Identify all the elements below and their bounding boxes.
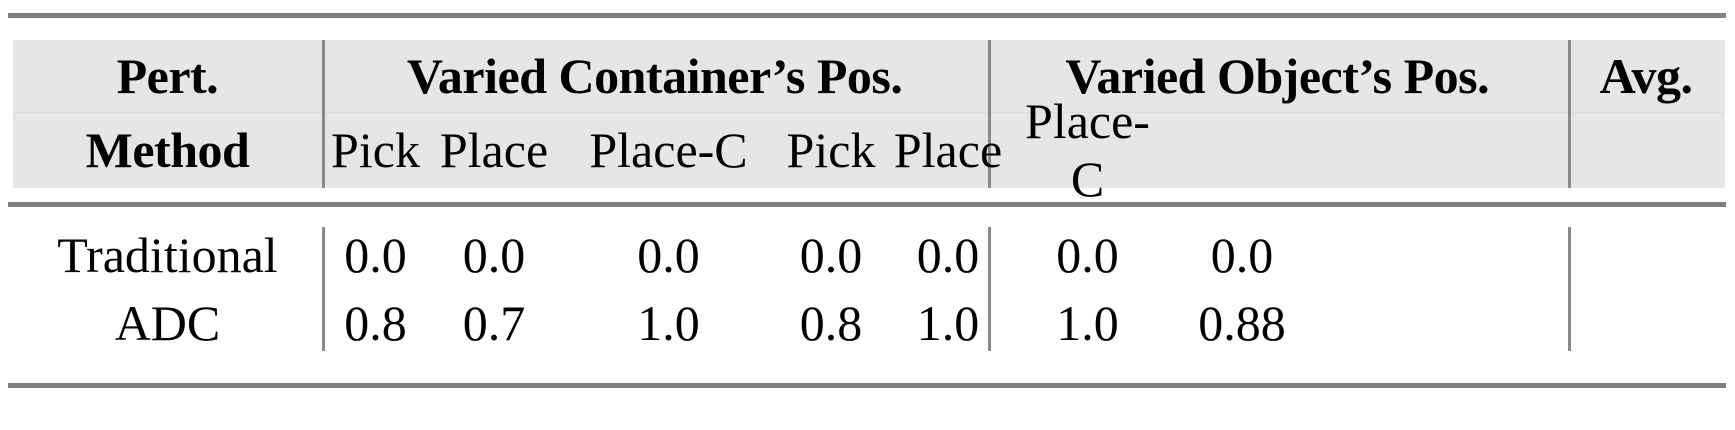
header-vertical-separator-3 — [1568, 40, 1571, 188]
table-row: Traditional 0.0 0.0 0.0 0.0 0.0 0.0 0.0 — [13, 221, 1725, 289]
header-object-place-c: Place-C — [1025, 93, 1150, 207]
table-mid-rule — [8, 202, 1726, 207]
spacer-below-mid-rule — [8, 207, 1726, 221]
cell-adc-container-pick: 0.8 — [344, 295, 407, 351]
spacer-below-top-rule — [8, 18, 1726, 40]
header-group-varied-container-pos: Varied Container’s Pos. — [406, 48, 903, 104]
table-header: Pert. Varied Container’s Pos. Varied Obj… — [13, 40, 1725, 207]
cell-traditional-container-place: 0.0 — [462, 227, 526, 283]
cell-traditional-object-pick: 0.0 — [799, 227, 863, 283]
cell-adc-object-pick: 0.8 — [799, 295, 863, 351]
header-subrow-divider — [13, 112, 1725, 113]
header-group-avg: Avg. — [1599, 48, 1693, 104]
header-container-place-c: Place-C — [589, 122, 748, 178]
header-container-place: Place — [439, 122, 549, 178]
body-vertical-separator-1 — [322, 227, 325, 351]
cell-adc-container-place: 0.7 — [462, 295, 526, 351]
table-top-rule — [8, 13, 1726, 18]
table-bottom-rule — [8, 383, 1726, 388]
header-stub-line2: Method — [85, 122, 250, 178]
spacer-above-mid-rule — [8, 188, 1726, 202]
table-row: ADC 0.8 0.7 1.0 0.8 1.0 1.0 0.88 — [13, 289, 1725, 357]
cell-traditional-container-pick: 0.0 — [344, 227, 407, 283]
cell-adc-object-place: 1.0 — [916, 295, 980, 351]
table-body: Traditional 0.0 0.0 0.0 0.0 0.0 0.0 0.0 … — [13, 221, 1725, 357]
cell-traditional-object-place: 0.0 — [916, 227, 980, 283]
header-row-bottom: Method Pick Place Place-C Pick Place Pla… — [13, 93, 1725, 207]
cell-adc-container-place-c: 1.0 — [637, 295, 700, 351]
header-container-pick: Pick — [331, 122, 420, 178]
header-vertical-separator-2 — [988, 40, 991, 188]
header-row-top: Pert. Varied Container’s Pos. Varied Obj… — [13, 40, 1725, 112]
cell-adc-object-place-c: 1.0 — [1056, 295, 1119, 351]
results-table: Pert. Varied Container’s Pos. Varied Obj… — [8, 13, 1726, 388]
row-label-traditional: Traditional — [57, 227, 278, 283]
cell-traditional-avg: 0.0 — [1210, 227, 1274, 283]
cell-adc-avg: 0.88 — [1198, 295, 1286, 351]
header-object-place: Place — [893, 122, 1003, 178]
body-vertical-separator-2 — [988, 227, 991, 351]
header-group-varied-object-pos: Varied Object’s Pos. — [1065, 48, 1490, 104]
header-object-pick: Pick — [786, 122, 876, 178]
header-stub-line1: Pert. — [116, 48, 219, 104]
spacer-above-bottom-rule — [8, 357, 1726, 383]
cell-traditional-object-place-c: 0.0 — [1056, 227, 1119, 283]
header-vertical-separator-1 — [322, 40, 325, 188]
body-vertical-separator-3 — [1568, 227, 1571, 351]
cell-traditional-container-place-c: 0.0 — [637, 227, 700, 283]
row-label-adc: ADC — [114, 295, 221, 351]
